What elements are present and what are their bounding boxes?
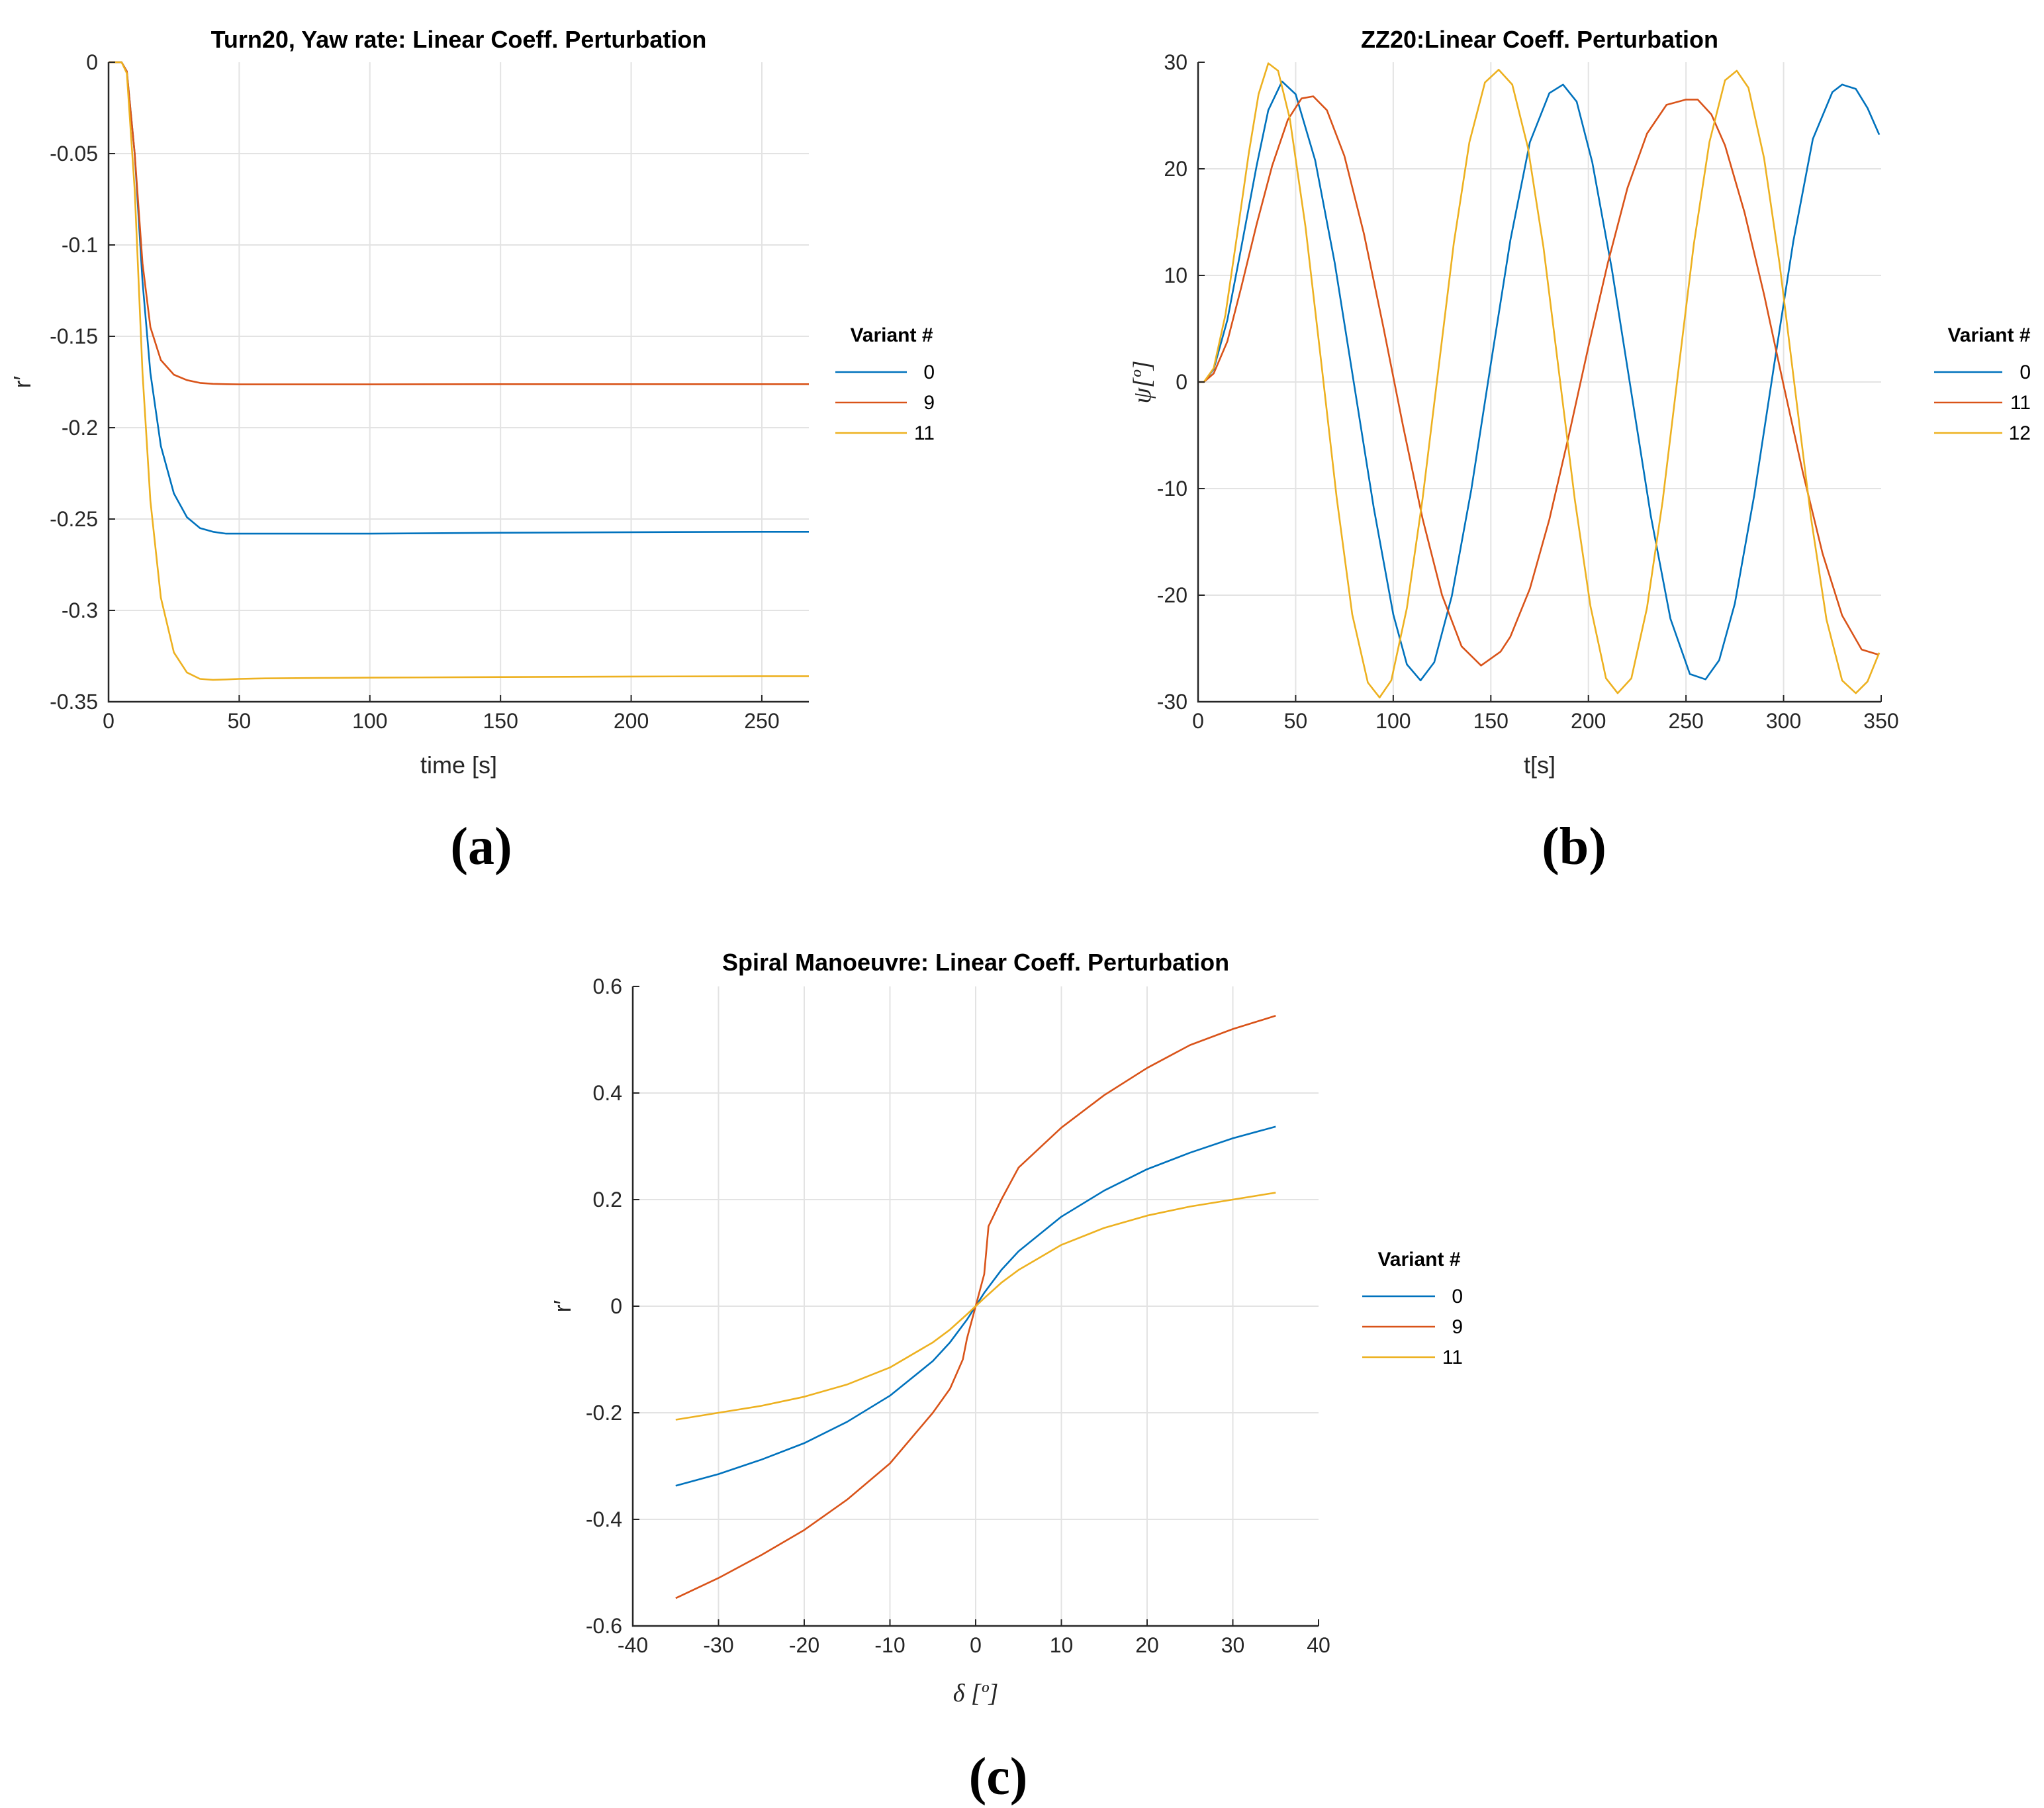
x-tick-label: 200 — [614, 709, 649, 733]
x-tick-label: -30 — [703, 1633, 733, 1657]
legend-entry-12: 12 — [2009, 422, 2031, 444]
y-tick-label: 10 — [1164, 263, 1187, 287]
y-tick-label: 0 — [1176, 370, 1187, 394]
x-tick-label: 250 — [744, 709, 779, 733]
legend: Variant # 0 9 11 — [1362, 1249, 1463, 1368]
series-line-12 — [1198, 62, 1881, 698]
y-tick-label: -0.3 — [62, 598, 98, 622]
y-tick-label: -0.15 — [50, 324, 98, 348]
chart-title: Spiral Manoeuvre: Linear Coeff. Perturba… — [722, 949, 1229, 976]
x-tick-label: 30 — [1221, 1633, 1245, 1657]
x-tick-label: 0 — [103, 709, 115, 733]
series-line-9 — [109, 61, 809, 385]
y-axis-label: r′ — [9, 375, 36, 388]
y-tick-label: -0.1 — [62, 233, 98, 257]
x-tick-label: 100 — [352, 709, 387, 733]
legend-entry-0: 0 — [2020, 361, 2031, 383]
series-line-11 — [109, 61, 809, 681]
legend-entry-9: 9 — [1452, 1316, 1463, 1338]
chart-panel-a: 0 50 100 150 200 250 0 -0.05 -0.1 -0.15 -0.2 -0.25 -… — [9, 26, 935, 876]
legend: Variant # 0 9 11 — [835, 324, 935, 444]
y-tick-label: -0.25 — [50, 507, 98, 531]
panel-caption-c: (c) — [969, 1748, 1028, 1806]
x-tick-label: 50 — [1284, 709, 1308, 733]
y-tick-label: -20 — [1157, 583, 1187, 607]
x-tick-label: -40 — [618, 1633, 648, 1657]
panels: 0 50 100 150 200 2500-0.05-0.1-0.15-0.2-0.25-… — [9, 26, 2031, 1806]
y-tick-label: 0.6 — [593, 975, 622, 998]
series-line-0 — [1198, 80, 1881, 682]
legend: Variant # 0 11 12 — [1934, 324, 2031, 444]
y-tick-label: -30 — [1157, 690, 1187, 714]
y-tick-label: -0.2 — [586, 1401, 622, 1425]
panel-caption-a: (a) — [450, 818, 512, 876]
chart-title: ZZ20:Linear Coeff. Perturbation — [1361, 26, 1718, 53]
x-axis-label: time [s] — [420, 751, 497, 779]
legend-title: Variant # — [1377, 1249, 1460, 1270]
y-tick-label: 0 — [86, 50, 98, 74]
legend-entry-11: 11 — [2010, 392, 2031, 414]
y-tick-label: -10 — [1157, 477, 1187, 500]
x-tick-label: -20 — [789, 1633, 819, 1657]
legend-entry-11: 11 — [1442, 1347, 1463, 1368]
x-tick-label: -10 — [874, 1633, 905, 1657]
y-tick-label: -0.2 — [62, 416, 98, 440]
x-tick-label: 0 — [1192, 709, 1204, 733]
x-tick-label: 150 — [1473, 709, 1509, 733]
series-line-11 — [675, 1192, 1276, 1421]
x-tick-label: 150 — [483, 709, 518, 733]
legend-entry-0: 0 — [1452, 1286, 1463, 1308]
x-tick-label: 10 — [1050, 1633, 1074, 1657]
x-tick-label: 50 — [228, 709, 252, 733]
y-tick-label: 30 — [1164, 50, 1187, 74]
legend-title: Variant # — [850, 324, 933, 346]
x-tick-label: 40 — [1307, 1633, 1330, 1657]
x-tick-label: 200 — [1571, 709, 1606, 733]
y-tick-label: 0 — [610, 1294, 622, 1318]
chart-panel-c: -40 -30 -20 -10 0 10 20 30 40 0.6 0.4 0.2 0 -0.2 -0.4 -… — [549, 949, 1463, 1806]
x-tick-label: 350 — [1863, 709, 1898, 733]
x-axis-label: δ [º] — [953, 1680, 999, 1707]
y-tick-label: -0.4 — [586, 1507, 622, 1531]
y-tick-label: 20 — [1164, 157, 1187, 181]
y-tick-label: -0.6 — [586, 1614, 622, 1638]
y-axis-label: ψ[º] — [1129, 361, 1156, 404]
plot-area — [109, 62, 809, 702]
panel-caption-b: (b) — [1542, 818, 1606, 876]
x-tick-label: 20 — [1135, 1633, 1159, 1657]
x-axis-label: t[s] — [1524, 751, 1556, 779]
x-tick-label: 0 — [970, 1633, 982, 1657]
y-tick-label: -0.35 — [50, 690, 98, 714]
legend-title: Variant # — [1947, 324, 2030, 346]
y-tick-label: 0.2 — [593, 1188, 622, 1212]
chart-title: Turn20, Yaw rate: Linear Coeff. Perturba… — [211, 26, 707, 53]
series-line-11 — [1198, 95, 1880, 667]
x-tick-label: 100 — [1375, 709, 1411, 733]
y-tick-label: 0.4 — [593, 1081, 622, 1105]
x-tick-label: 250 — [1668, 709, 1703, 733]
y-axis-label: r′ — [549, 1300, 576, 1312]
legend-entry-0: 0 — [923, 361, 935, 383]
chart-panel-b: 0 50 100 150 200 250 300 3503020100-10-20-30ZZ2… — [1129, 26, 2031, 876]
legend-entry-11: 11 — [914, 422, 935, 444]
x-tick-label: 300 — [1766, 709, 1801, 733]
y-tick-label: -0.05 — [50, 142, 98, 166]
legend-entry-9: 9 — [923, 392, 935, 414]
